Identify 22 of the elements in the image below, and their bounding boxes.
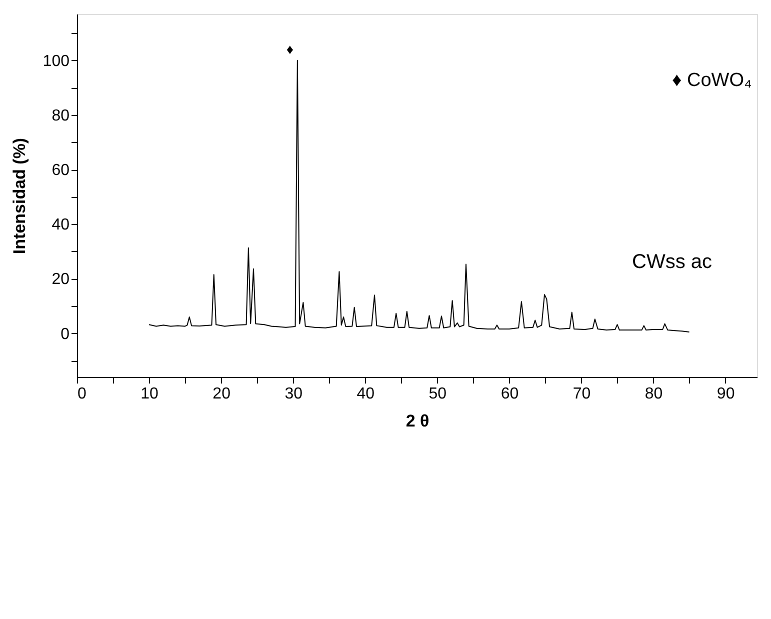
x-tick-label: 70 xyxy=(572,386,591,402)
line-series xyxy=(148,60,690,332)
x-tick-label: 60 xyxy=(500,386,519,402)
x-tick-label: 10 xyxy=(140,386,159,402)
x-tick-label: 0 xyxy=(78,386,86,402)
x-tick-label: 90 xyxy=(716,386,735,402)
x-tick-label: 20 xyxy=(212,386,231,402)
x-tick-label: 50 xyxy=(428,386,447,402)
y-tick-label: 100 xyxy=(42,52,70,70)
x-axis-title: 2 θ xyxy=(406,412,430,430)
y-tick-label: 40 xyxy=(52,216,70,234)
y-tick-label: 80 xyxy=(52,107,70,124)
annotation: ♦ CoWO₄ xyxy=(672,70,752,91)
y-tick-label: 60 xyxy=(52,162,70,180)
x-tick-label: 80 xyxy=(644,386,663,402)
annotation: CWss ac xyxy=(632,251,712,273)
y-tick-label: 0 xyxy=(60,326,70,343)
annotation: ♦ xyxy=(286,41,294,57)
x-tick-label: 40 xyxy=(356,386,375,402)
y-tick-label: 20 xyxy=(52,271,70,288)
x-tick-label: 30 xyxy=(284,386,303,402)
y-axis-title: Intensidad (%) xyxy=(10,138,29,254)
